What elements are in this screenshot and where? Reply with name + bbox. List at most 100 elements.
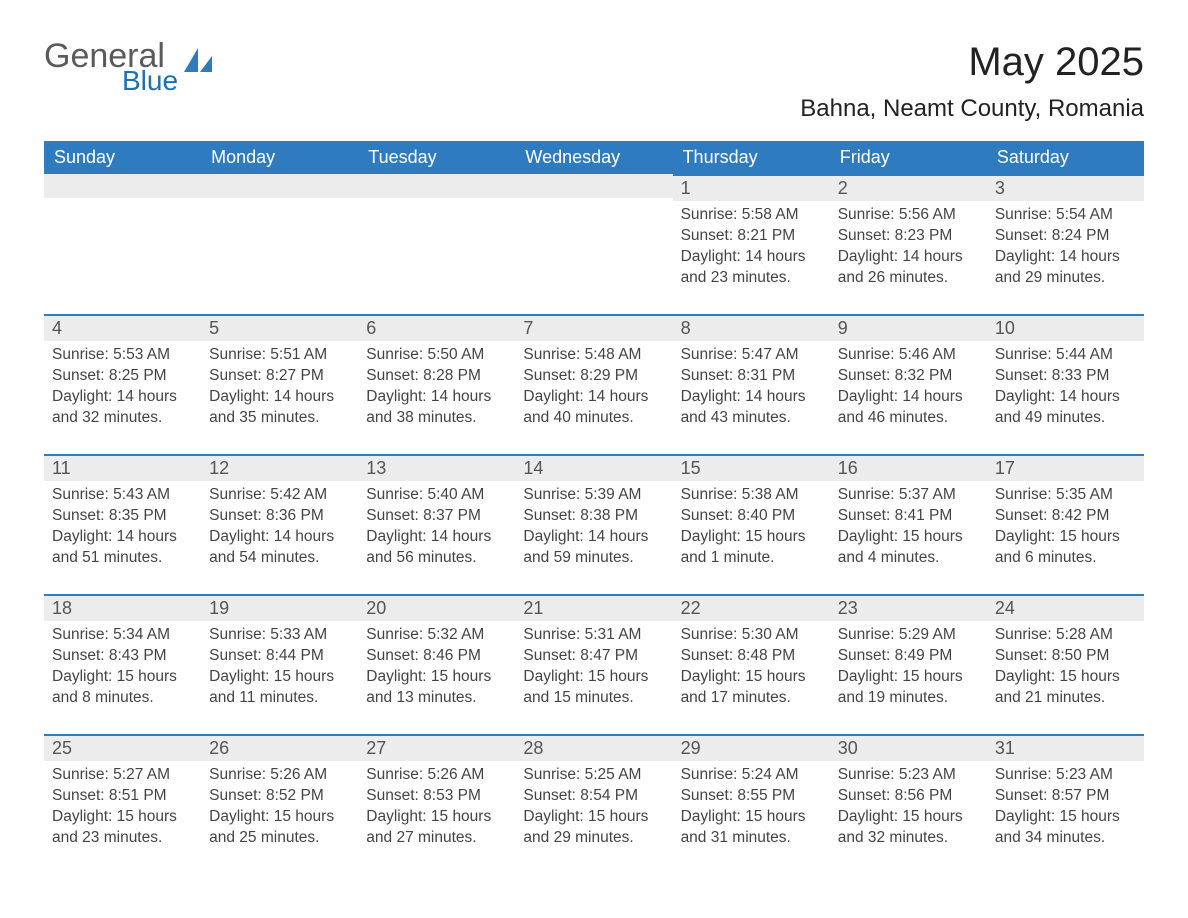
sunrise-line: Sunrise: 5:28 AM [995, 625, 1136, 646]
empty-day-header [44, 174, 201, 198]
sunrise-line: Sunrise: 5:32 AM [366, 625, 507, 646]
day-body: Sunrise: 5:56 AMSunset: 8:23 PMDaylight:… [830, 201, 987, 297]
day-body: Sunrise: 5:26 AMSunset: 8:53 PMDaylight:… [358, 761, 515, 857]
sunset-line: Sunset: 8:44 PM [209, 646, 350, 667]
calendar-cell: 17Sunrise: 5:35 AMSunset: 8:42 PMDayligh… [987, 454, 1144, 594]
day-body: Sunrise: 5:51 AMSunset: 8:27 PMDaylight:… [201, 341, 358, 437]
calendar-cell: 24Sunrise: 5:28 AMSunset: 8:50 PMDayligh… [987, 594, 1144, 734]
sunrise-line: Sunrise: 5:23 AM [995, 765, 1136, 786]
day-body: Sunrise: 5:47 AMSunset: 8:31 PMDaylight:… [673, 341, 830, 437]
day-number: 3 [987, 174, 1144, 201]
daylight-line: Daylight: 15 hours and 32 minutes. [838, 807, 979, 849]
logo-sail-icon [182, 46, 216, 79]
daylight-line: Daylight: 14 hours and 49 minutes. [995, 387, 1136, 429]
daylight-line: Daylight: 14 hours and 23 minutes. [681, 247, 822, 289]
daylight-line: Daylight: 15 hours and 23 minutes. [52, 807, 193, 849]
weekday-header: Thursday [673, 141, 830, 174]
daylight-line: Daylight: 15 hours and 15 minutes. [523, 667, 664, 709]
sunset-line: Sunset: 8:35 PM [52, 506, 193, 527]
calendar-cell: 1Sunrise: 5:58 AMSunset: 8:21 PMDaylight… [673, 174, 830, 314]
sunrise-line: Sunrise: 5:50 AM [366, 345, 507, 366]
day-body: Sunrise: 5:29 AMSunset: 8:49 PMDaylight:… [830, 621, 987, 717]
calendar-cell: 21Sunrise: 5:31 AMSunset: 8:47 PMDayligh… [515, 594, 672, 734]
sunset-line: Sunset: 8:25 PM [52, 366, 193, 387]
daylight-line: Daylight: 15 hours and 17 minutes. [681, 667, 822, 709]
sunset-line: Sunset: 8:36 PM [209, 506, 350, 527]
day-body: Sunrise: 5:26 AMSunset: 8:52 PMDaylight:… [201, 761, 358, 857]
daylight-line: Daylight: 15 hours and 4 minutes. [838, 527, 979, 569]
sunset-line: Sunset: 8:21 PM [681, 226, 822, 247]
sunset-line: Sunset: 8:29 PM [523, 366, 664, 387]
day-number: 13 [358, 454, 515, 481]
calendar-body: 1Sunrise: 5:58 AMSunset: 8:21 PMDaylight… [44, 174, 1144, 874]
day-number: 27 [358, 734, 515, 761]
day-number: 16 [830, 454, 987, 481]
day-number: 8 [673, 314, 830, 341]
calendar-cell: 2Sunrise: 5:56 AMSunset: 8:23 PMDaylight… [830, 174, 987, 314]
day-body: Sunrise: 5:34 AMSunset: 8:43 PMDaylight:… [44, 621, 201, 717]
calendar-week: 4Sunrise: 5:53 AMSunset: 8:25 PMDaylight… [44, 314, 1144, 454]
day-number: 1 [673, 174, 830, 201]
day-body: Sunrise: 5:28 AMSunset: 8:50 PMDaylight:… [987, 621, 1144, 717]
daylight-line: Daylight: 15 hours and 11 minutes. [209, 667, 350, 709]
day-number: 21 [515, 594, 672, 621]
sunset-line: Sunset: 8:28 PM [366, 366, 507, 387]
calendar-cell: 10Sunrise: 5:44 AMSunset: 8:33 PMDayligh… [987, 314, 1144, 454]
day-number: 6 [358, 314, 515, 341]
sunset-line: Sunset: 8:57 PM [995, 786, 1136, 807]
calendar-cell [44, 174, 201, 314]
sunset-line: Sunset: 8:31 PM [681, 366, 822, 387]
day-number: 15 [673, 454, 830, 481]
calendar-cell: 4Sunrise: 5:53 AMSunset: 8:25 PMDaylight… [44, 314, 201, 454]
sunrise-line: Sunrise: 5:53 AM [52, 345, 193, 366]
logo: General Blue [44, 40, 216, 95]
day-number: 14 [515, 454, 672, 481]
sunset-line: Sunset: 8:55 PM [681, 786, 822, 807]
daylight-line: Daylight: 15 hours and 1 minute. [681, 527, 822, 569]
daylight-line: Daylight: 15 hours and 8 minutes. [52, 667, 193, 709]
weekday-header: Monday [201, 141, 358, 174]
sunset-line: Sunset: 8:52 PM [209, 786, 350, 807]
day-number: 29 [673, 734, 830, 761]
sunrise-line: Sunrise: 5:47 AM [681, 345, 822, 366]
sunset-line: Sunset: 8:56 PM [838, 786, 979, 807]
day-number: 28 [515, 734, 672, 761]
daylight-line: Daylight: 15 hours and 13 minutes. [366, 667, 507, 709]
sunrise-line: Sunrise: 5:43 AM [52, 485, 193, 506]
sunset-line: Sunset: 8:27 PM [209, 366, 350, 387]
sunset-line: Sunset: 8:54 PM [523, 786, 664, 807]
day-body: Sunrise: 5:44 AMSunset: 8:33 PMDaylight:… [987, 341, 1144, 437]
sunrise-line: Sunrise: 5:25 AM [523, 765, 664, 786]
calendar-cell: 16Sunrise: 5:37 AMSunset: 8:41 PMDayligh… [830, 454, 987, 594]
sunset-line: Sunset: 8:47 PM [523, 646, 664, 667]
day-number: 7 [515, 314, 672, 341]
daylight-line: Daylight: 15 hours and 6 minutes. [995, 527, 1136, 569]
daylight-line: Daylight: 14 hours and 32 minutes. [52, 387, 193, 429]
daylight-line: Daylight: 15 hours and 25 minutes. [209, 807, 350, 849]
location-line: Bahna, Neamt County, Romania [800, 95, 1144, 123]
calendar-cell: 18Sunrise: 5:34 AMSunset: 8:43 PMDayligh… [44, 594, 201, 734]
day-number: 12 [201, 454, 358, 481]
page-title: May 2025 [800, 40, 1144, 85]
calendar-cell: 23Sunrise: 5:29 AMSunset: 8:49 PMDayligh… [830, 594, 987, 734]
calendar-cell [201, 174, 358, 314]
calendar-cell: 14Sunrise: 5:39 AMSunset: 8:38 PMDayligh… [515, 454, 672, 594]
calendar-cell: 26Sunrise: 5:26 AMSunset: 8:52 PMDayligh… [201, 734, 358, 874]
daylight-line: Daylight: 14 hours and 54 minutes. [209, 527, 350, 569]
sunset-line: Sunset: 8:24 PM [995, 226, 1136, 247]
sunrise-line: Sunrise: 5:26 AM [366, 765, 507, 786]
sunset-line: Sunset: 8:41 PM [838, 506, 979, 527]
day-number: 20 [358, 594, 515, 621]
sunrise-line: Sunrise: 5:26 AM [209, 765, 350, 786]
sunrise-line: Sunrise: 5:42 AM [209, 485, 350, 506]
day-body: Sunrise: 5:58 AMSunset: 8:21 PMDaylight:… [673, 201, 830, 297]
day-body: Sunrise: 5:25 AMSunset: 8:54 PMDaylight:… [515, 761, 672, 857]
day-body: Sunrise: 5:43 AMSunset: 8:35 PMDaylight:… [44, 481, 201, 577]
weekday-header: Friday [830, 141, 987, 174]
weekday-header: Sunday [44, 141, 201, 174]
day-body: Sunrise: 5:54 AMSunset: 8:24 PMDaylight:… [987, 201, 1144, 297]
daylight-line: Daylight: 14 hours and 29 minutes. [995, 247, 1136, 289]
daylight-line: Daylight: 14 hours and 59 minutes. [523, 527, 664, 569]
calendar-cell: 11Sunrise: 5:43 AMSunset: 8:35 PMDayligh… [44, 454, 201, 594]
day-body: Sunrise: 5:30 AMSunset: 8:48 PMDaylight:… [673, 621, 830, 717]
